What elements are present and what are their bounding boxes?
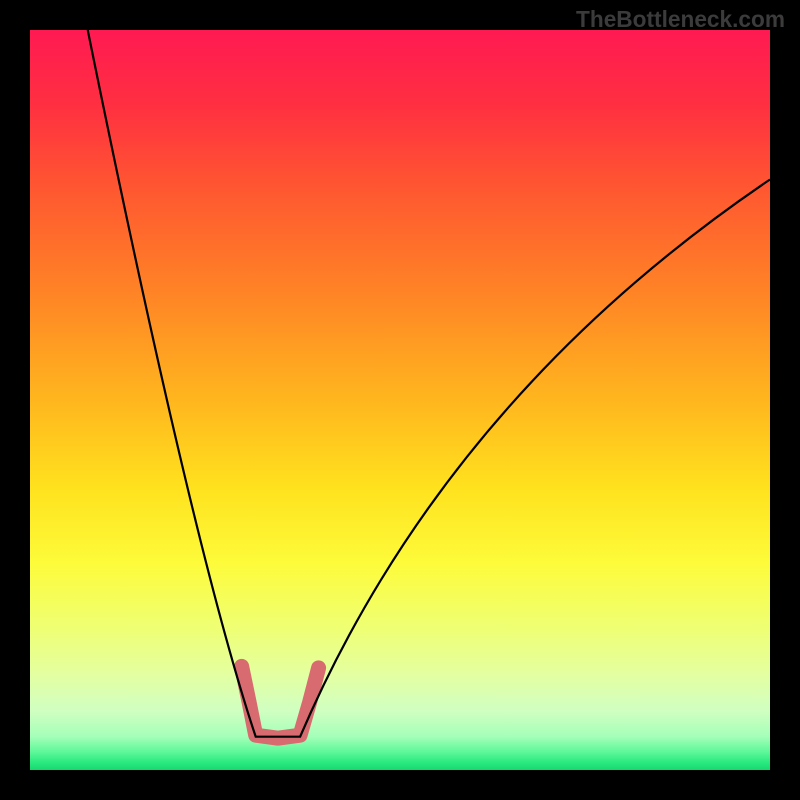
chart-frame bbox=[30, 30, 770, 770]
watermark-text: TheBottleneck.com bbox=[576, 6, 785, 33]
plot-area bbox=[30, 30, 770, 770]
bottleneck-curve bbox=[88, 30, 770, 737]
curve-layer bbox=[30, 30, 770, 770]
